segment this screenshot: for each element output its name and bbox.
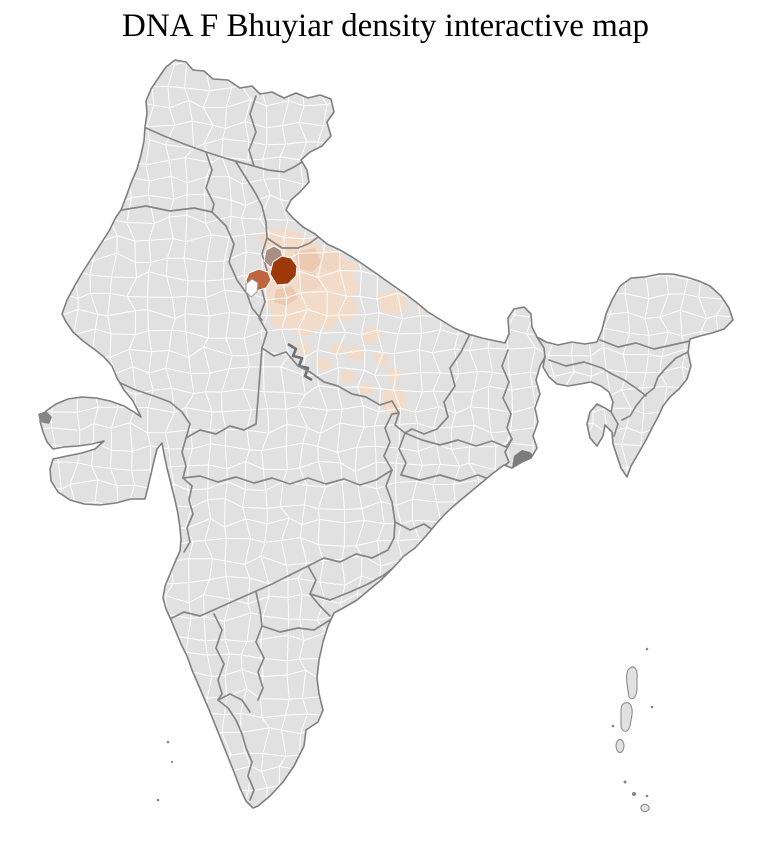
map-title: DNA F Bhuyiar density interactive map bbox=[122, 8, 649, 44]
chambal-ravines-mark bbox=[287, 342, 313, 382]
kutch-creek-marsh bbox=[38, 411, 52, 424]
district-high-density[interactable] bbox=[269, 255, 298, 286]
delhi-enclave[interactable] bbox=[245, 278, 259, 298]
delta-islet bbox=[516, 484, 520, 488]
lakshadweep-islands[interactable] bbox=[156, 740, 174, 802]
india-outline bbox=[39, 59, 734, 809]
andaman-nicobar-islands[interactable] bbox=[611, 647, 654, 813]
delta-islet bbox=[524, 486, 528, 490]
sundarbans-delta bbox=[512, 450, 540, 484]
delta-islet bbox=[531, 484, 535, 488]
